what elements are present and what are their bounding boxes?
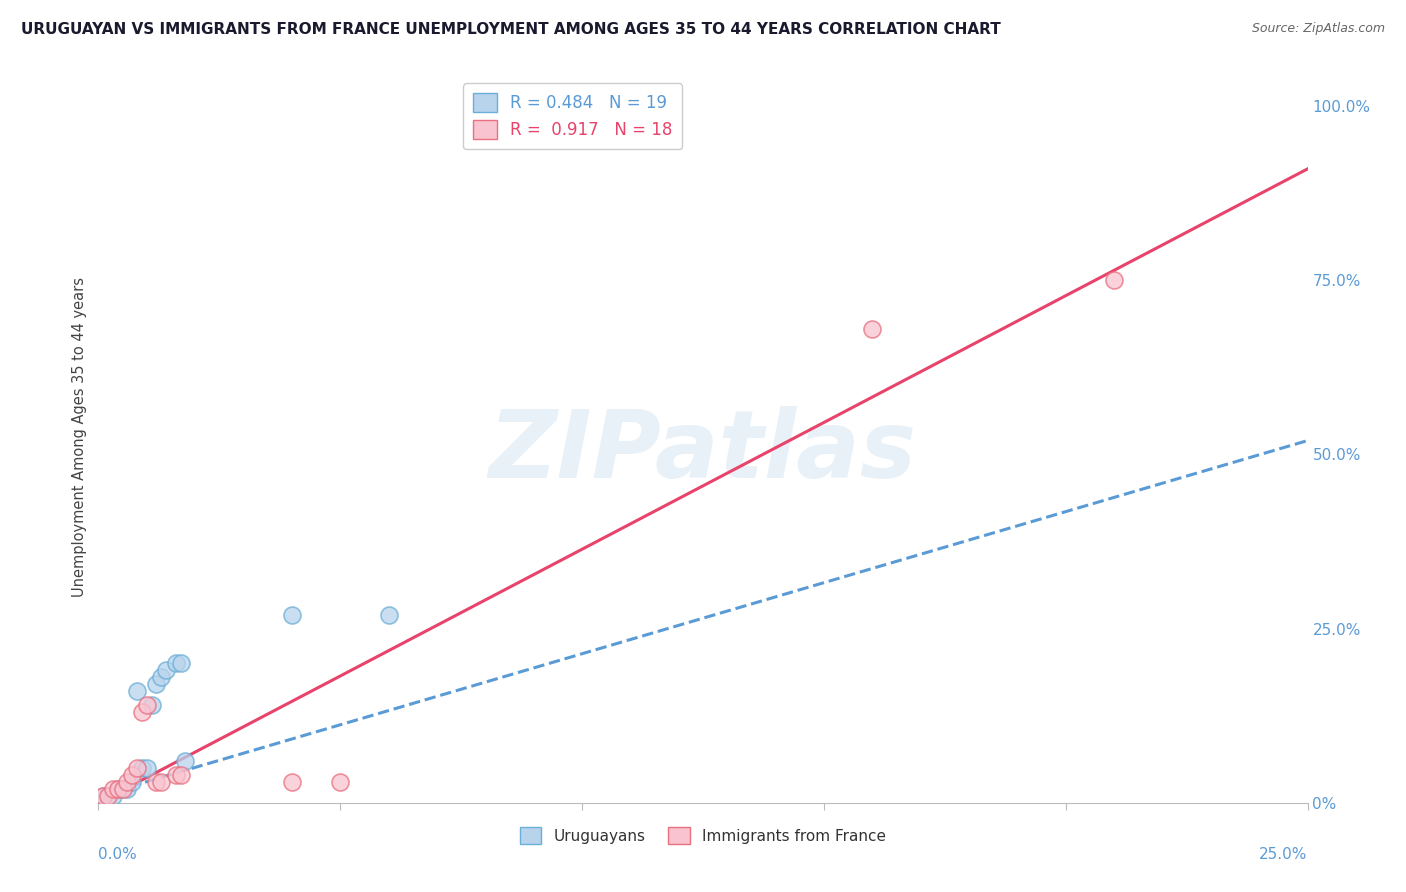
Point — [1102, 273, 1125, 287]
Point — [91, 789, 114, 803]
Point — [165, 768, 187, 782]
Y-axis label: Unemployment Among Ages 35 to 44 years: Unemployment Among Ages 35 to 44 years — [72, 277, 87, 597]
Point — [131, 761, 153, 775]
Point — [145, 677, 167, 691]
Point — [117, 781, 139, 796]
Point — [281, 775, 304, 789]
Point — [860, 322, 883, 336]
Legend: Uruguayans, Immigrants from France: Uruguayans, Immigrants from France — [513, 822, 893, 850]
Point — [155, 664, 177, 678]
Point — [107, 781, 129, 796]
Point — [127, 684, 149, 698]
Point — [97, 789, 120, 803]
Text: 0.0%: 0.0% — [98, 847, 138, 862]
Point — [111, 781, 134, 796]
Point — [165, 657, 187, 671]
Text: URUGUAYAN VS IMMIGRANTS FROM FRANCE UNEMPLOYMENT AMONG AGES 35 TO 44 YEARS CORRE: URUGUAYAN VS IMMIGRANTS FROM FRANCE UNEM… — [21, 22, 1001, 37]
Point — [131, 705, 153, 719]
Point — [121, 775, 143, 789]
Point — [174, 754, 197, 768]
Text: 25.0%: 25.0% — [1260, 847, 1308, 862]
Point — [169, 768, 191, 782]
Point — [145, 775, 167, 789]
Point — [121, 768, 143, 782]
Point — [107, 781, 129, 796]
Point — [127, 761, 149, 775]
Point — [377, 607, 399, 622]
Text: ZIPatlas: ZIPatlas — [489, 406, 917, 498]
Point — [117, 775, 139, 789]
Point — [141, 698, 163, 713]
Point — [97, 789, 120, 803]
Point — [169, 657, 191, 671]
Point — [150, 670, 173, 684]
Point — [101, 781, 124, 796]
Text: Source: ZipAtlas.com: Source: ZipAtlas.com — [1251, 22, 1385, 36]
Point — [135, 698, 157, 713]
Point — [281, 607, 304, 622]
Point — [135, 761, 157, 775]
Point — [101, 789, 124, 803]
Point — [329, 775, 352, 789]
Point — [111, 781, 134, 796]
Point — [150, 775, 173, 789]
Point — [91, 789, 114, 803]
